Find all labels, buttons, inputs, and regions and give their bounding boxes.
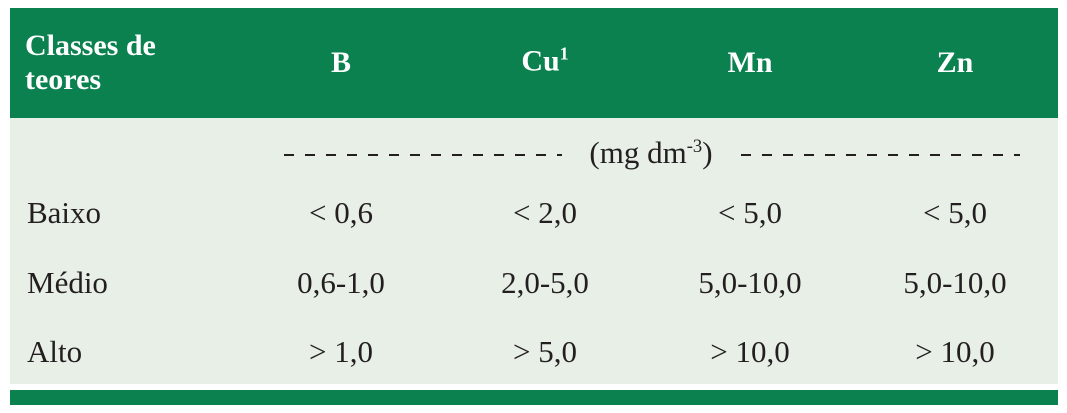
row-label: Alto <box>27 334 83 369</box>
header-cell: Mn <box>728 46 773 80</box>
value-cell: > 10,0 <box>915 334 995 369</box>
row-label: Médio <box>27 265 108 300</box>
value-cell: 2,0-5,0 <box>501 265 589 300</box>
header-cell: Cu1 <box>521 43 569 82</box>
header-text: Classes de teores <box>25 29 156 96</box>
header-superscript: 1 <box>559 43 569 64</box>
header-band <box>10 8 1058 118</box>
unit-close: ) <box>702 135 713 170</box>
value-cell: > 5,0 <box>513 334 577 369</box>
footer-band <box>10 390 1058 405</box>
header-cell: B <box>331 46 351 80</box>
value-cell: < 2,0 <box>513 195 577 230</box>
value-cell: 5,0-10,0 <box>903 265 1007 300</box>
header-text: Cu <box>521 44 560 78</box>
unit-label: (mg dm-3) <box>589 135 712 171</box>
value-cell: < 5,0 <box>923 195 987 230</box>
value-cell: > 1,0 <box>309 334 373 369</box>
value-cell: < 0,6 <box>309 195 373 230</box>
value-cell: < 5,0 <box>718 195 782 230</box>
header-text: B <box>330 46 352 79</box>
value-cell: > 10,0 <box>710 334 790 369</box>
value-cell: 5,0-10,0 <box>698 265 802 300</box>
unit-text: (mg dm <box>589 135 687 170</box>
header-text: Zn <box>936 46 974 79</box>
unit-superscript: -3 <box>686 135 703 157</box>
value-cell: 0,6-1,0 <box>297 265 385 300</box>
body-band <box>10 118 1058 384</box>
header-text: Mn <box>727 46 773 79</box>
row-label: Baixo <box>27 195 102 230</box>
header-cell: Zn <box>937 46 974 80</box>
header-cell: Classes de teores <box>25 29 205 97</box>
